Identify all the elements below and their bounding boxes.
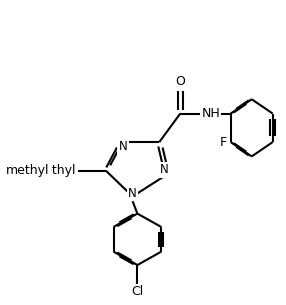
- Text: N: N: [160, 163, 168, 176]
- Text: Cl: Cl: [131, 285, 144, 298]
- Text: methyl: methyl: [6, 164, 50, 177]
- Text: N: N: [119, 140, 128, 153]
- Text: O: O: [175, 75, 185, 88]
- Text: F: F: [220, 136, 227, 149]
- Text: H: H: [206, 107, 215, 120]
- Text: methyl: methyl: [6, 164, 50, 177]
- Text: methyl: methyl: [33, 164, 76, 177]
- Text: NH: NH: [201, 107, 220, 120]
- Text: N: N: [128, 187, 137, 200]
